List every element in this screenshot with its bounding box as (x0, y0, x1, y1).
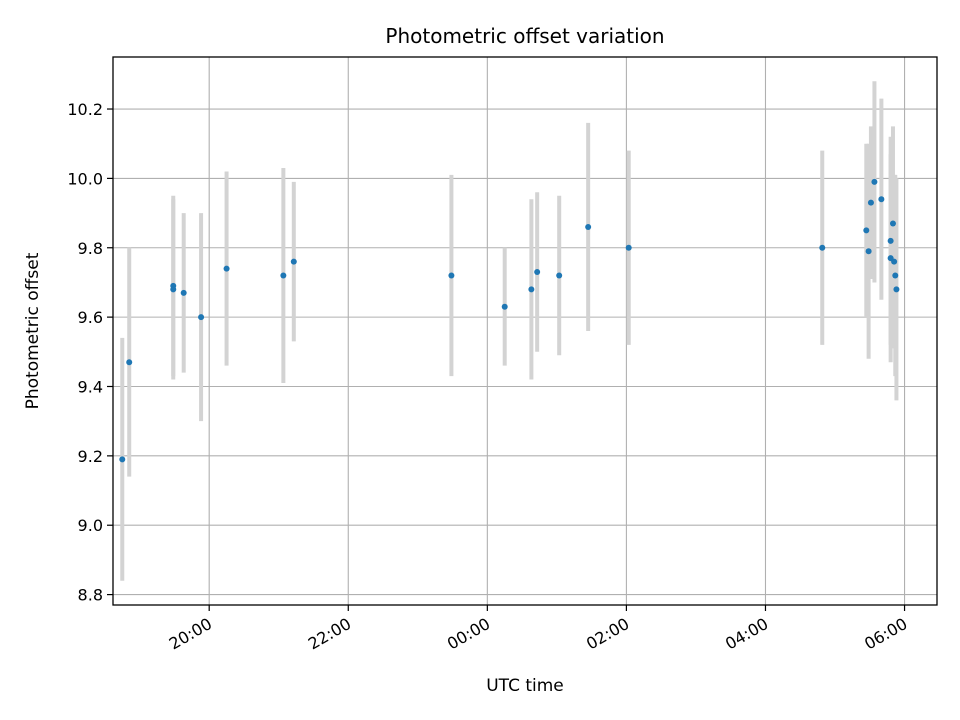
data-point (891, 258, 898, 265)
data-point (893, 286, 900, 293)
data-point (863, 227, 870, 234)
y-tick-label: 8.8 (78, 586, 103, 605)
error-bars (120, 81, 899, 581)
x-tick-label: 20:00 (166, 614, 215, 654)
grid-lines (113, 57, 937, 605)
data-point (448, 272, 455, 279)
y-axis-ticks: 8.8 9.0 9.2 9.4 9.6 9.8 10.0 10.2 (67, 100, 113, 605)
x-tick-label: 22:00 (305, 614, 354, 654)
plot-frame (112, 56, 938, 606)
y-tick-label: 9.6 (78, 308, 103, 327)
data-point (501, 303, 508, 310)
data-point (180, 289, 187, 296)
data-point (126, 359, 133, 366)
data-point (290, 258, 297, 265)
x-tick-label: 00:00 (444, 614, 493, 654)
y-axis-label: Photometric offset (23, 252, 43, 409)
data-point (867, 199, 874, 206)
x-tick-label: 06:00 (861, 614, 910, 654)
data-point (119, 456, 126, 463)
data-point (556, 272, 563, 279)
x-tick-label: 02:00 (583, 614, 632, 654)
y-tick-label: 10.2 (67, 100, 103, 119)
data-point (819, 244, 826, 251)
y-tick-label: 9.4 (78, 377, 103, 396)
y-tick-label: 9.8 (78, 239, 103, 258)
y-tick-label: 9.0 (78, 516, 103, 535)
data-point (865, 248, 872, 255)
data-point (280, 272, 287, 279)
data-points (119, 178, 900, 463)
data-point (889, 220, 896, 227)
data-point (223, 265, 230, 272)
x-axis-label: UTC time (486, 676, 564, 696)
data-point (878, 196, 885, 203)
data-point (887, 237, 894, 244)
data-point (585, 223, 592, 230)
data-point (534, 269, 541, 276)
data-point (170, 286, 177, 293)
x-axis-ticks: 20:00 22:00 00:00 02:00 04:00 06:00 (166, 605, 911, 654)
chart-title: Photometric offset variation (385, 24, 664, 48)
data-point (198, 314, 205, 321)
data-point (528, 286, 535, 293)
y-tick-label: 9.2 (78, 447, 103, 466)
data-point (871, 178, 878, 185)
x-tick-label: 04:00 (722, 614, 771, 654)
data-point (625, 244, 632, 251)
data-point (892, 272, 899, 279)
y-tick-label: 10.0 (67, 169, 103, 188)
